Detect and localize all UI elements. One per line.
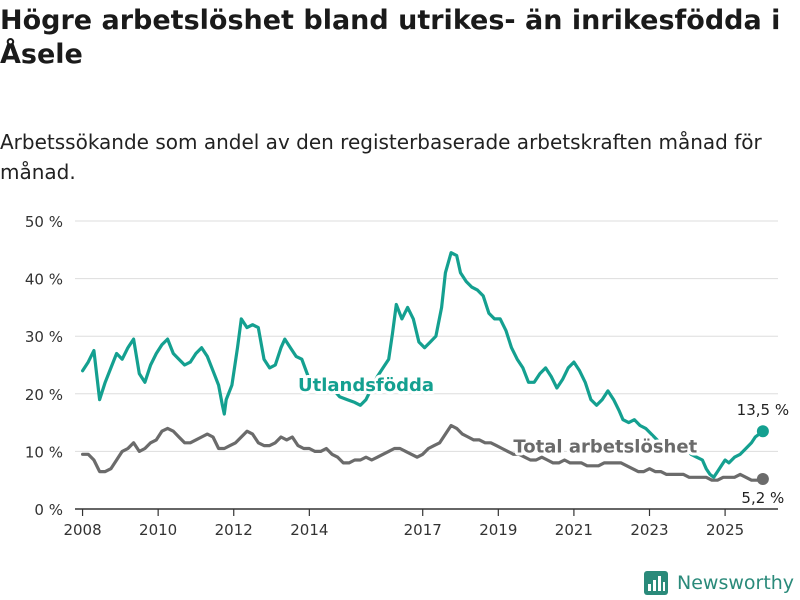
x-tick-label: 2019 xyxy=(479,521,517,539)
y-axis-tick-labels: 0 % 10 % 20 % 30 % 40 % 50 % xyxy=(25,213,63,519)
series-label-halo: Utlandsfödda xyxy=(298,375,434,396)
newsworthy-brand: Newsworthy xyxy=(643,568,794,598)
x-tick-label: 2010 xyxy=(139,521,177,539)
end-point-total xyxy=(756,473,769,486)
y-tick-label: 10 % xyxy=(25,443,63,461)
chart-title: Högre arbetslöshet bland utrikes- än inr… xyxy=(0,5,781,70)
x-axis: 2008 2010 2012 2014 2017 2019 2021 2023 2025 xyxy=(63,509,744,539)
brand-name: Newsworthy xyxy=(677,572,795,594)
x-tick-label: 2012 xyxy=(215,521,253,539)
y-tick-label: 20 % xyxy=(25,386,63,404)
series-label-total: Total arbetslöshet xyxy=(513,437,697,458)
x-tick-label: 2008 xyxy=(63,521,101,539)
series-label-utlandsfodda: Utlandsfödda xyxy=(298,375,434,396)
y-tick-label: 0 % xyxy=(34,501,63,519)
end-label-utlandsfodda: 13,5 % xyxy=(737,401,789,419)
end-point-utlandsfodda xyxy=(756,425,769,438)
grid-lines xyxy=(75,220,778,510)
newsworthy-logo-icon xyxy=(644,571,668,595)
series-line-total xyxy=(81,423,765,482)
y-tick-label: 30 % xyxy=(25,328,63,346)
x-tick-label: 2021 xyxy=(555,521,593,539)
end-label-total: 5,2 % xyxy=(741,489,784,507)
x-tick-label: 2014 xyxy=(290,521,328,539)
x-tick-label: 2025 xyxy=(706,521,744,539)
y-tick-label: 50 % xyxy=(25,213,63,231)
series-label-halo: Total arbetslöshet xyxy=(513,437,697,458)
series-lines xyxy=(81,251,769,486)
chart-subtitle: Arbetssökande som andel av den registerb… xyxy=(0,130,762,184)
y-tick-label: 40 % xyxy=(25,271,63,289)
x-tick-label: 2017 xyxy=(404,521,442,539)
series-line-utlandsfodda xyxy=(81,251,765,479)
x-tick-label: 2023 xyxy=(630,521,668,539)
